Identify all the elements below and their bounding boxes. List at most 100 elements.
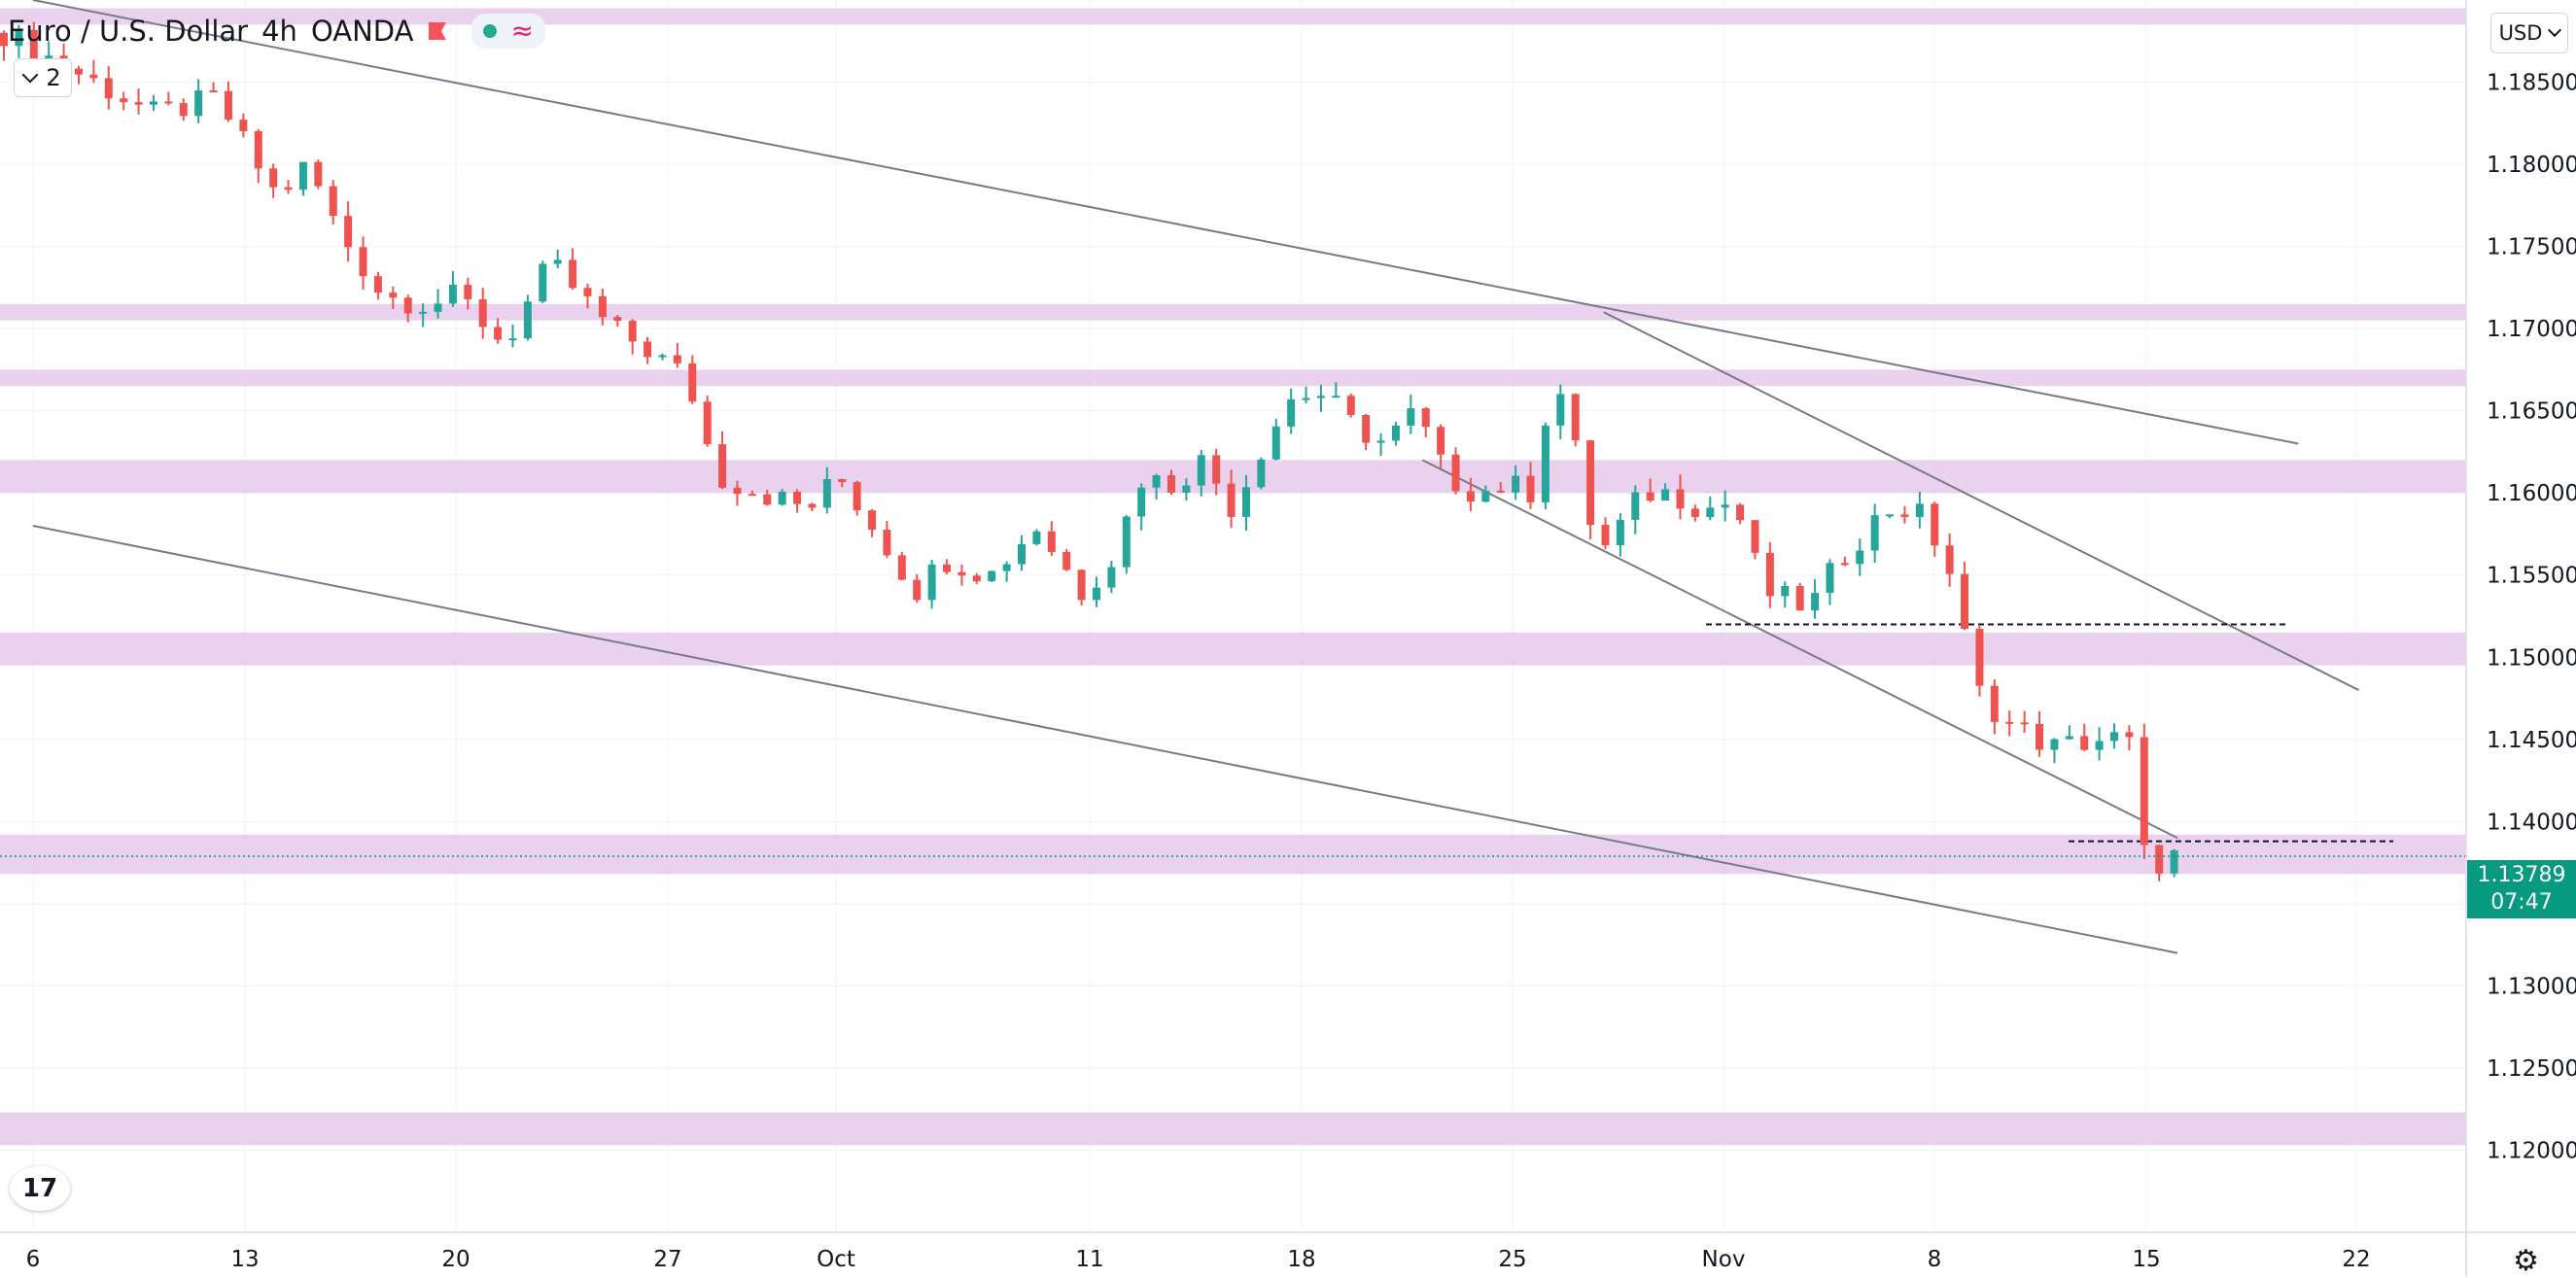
support-resistance-zone [0,369,2466,387]
candle-body [1437,427,1445,455]
interval-label[interactable]: 4h [261,15,297,48]
candle-body [1795,585,1804,611]
settings-gear-icon[interactable]: ⚙ [2513,1244,2539,1278]
candle-body [1376,440,1385,443]
candle-body [1840,563,1849,566]
candle-body [1631,492,1640,520]
currency-selector[interactable]: USD [2490,13,2568,53]
candle-body [1915,503,1924,517]
support-resistance-zone [0,834,2466,875]
candle-body [1765,552,1774,597]
candle-body [494,327,503,340]
candle-body [1811,593,1820,611]
candle-body [1601,524,1610,546]
candle-body [209,90,218,93]
candle-body [822,479,831,508]
currency-label: USD [2498,21,2543,45]
candle-body [1241,487,1250,517]
candle-body [853,482,861,511]
candle-body [2005,721,2014,724]
candle-body [1287,398,1296,427]
x-tick-label: Nov [1702,1247,1746,1272]
last-price-tag: 1.13789 07:47 [2467,860,2576,918]
exchange-label: OANDA [310,15,414,48]
candle-body [194,90,203,117]
candle-body [89,74,98,79]
x-tick-label: 6 [26,1247,41,1272]
candle-body [1721,504,1729,508]
candle-body [1451,454,1460,492]
support-resistance-zone [0,8,2466,25]
candle-body [403,297,412,314]
x-tick-label: 27 [653,1247,681,1272]
y-tick-label: 1.12500 [2487,1056,2576,1082]
candle-body [703,401,712,445]
x-tick-label: 20 [441,1247,470,1272]
candle-body [389,293,398,298]
x-tick-label: 18 [1287,1247,1315,1272]
candle-body [598,295,607,318]
candle-body [149,101,157,105]
chevron-down-icon [2548,22,2562,38]
trendline [32,525,2178,954]
y-tick-label: 1.14500 [2487,728,2576,753]
candle-body [120,98,128,103]
candle-body [913,579,922,601]
candle-body [2140,737,2148,846]
candle-body [583,288,592,296]
candle-body [1826,563,1834,594]
candle-body [1526,475,1535,502]
candle-body [688,363,697,402]
candle-body [1197,455,1205,486]
candle-body [1870,515,1879,551]
candle-body [1302,397,1310,400]
candle-body [1661,489,1670,501]
candle-body [1271,426,1280,460]
candle-body [1900,514,1909,517]
candle-body [134,102,143,105]
tradingview-logo-icon[interactable]: 17 [10,1166,70,1211]
candle-body [1975,629,1984,686]
symbol-name[interactable]: Euro / U.S. Dollar [8,15,249,48]
candle-body [1227,483,1236,517]
candle-body [897,555,906,580]
candle-body [1990,685,1999,722]
candle-body [434,303,442,312]
support-resistance-zone [0,303,2466,321]
candle-body [523,301,532,339]
candle-body [1512,475,1520,493]
candle-body [239,120,248,132]
candle-body [1481,490,1490,502]
candle-body [1018,543,1027,565]
candle-body [868,510,877,531]
x-tick-label: 8 [1928,1247,1942,1272]
candle-body [373,276,382,294]
candle-body [927,564,936,601]
y-tick-label: 1.15500 [2487,564,2576,589]
candle-body [763,494,772,505]
candle-body [1002,564,1011,571]
x-tick-label: 15 [2132,1247,2160,1272]
x-tick-label: 22 [2342,1247,2370,1272]
candle-body [15,29,23,47]
indicators-collapse-button[interactable]: 2 [14,58,72,97]
candle-body [658,355,667,358]
market-open-dot-icon [483,24,498,38]
x-tick-label: Oct [817,1247,855,1272]
x-tick-label: 25 [1498,1247,1526,1272]
candle-body [539,263,547,302]
wave-icon: ≈ [510,15,534,47]
candle-body [1571,394,1580,441]
candle-body [1945,545,1954,574]
candle-body [1886,514,1895,517]
candle-body [613,317,622,322]
flag-icon[interactable] [427,20,448,42]
candle-body [478,298,487,328]
candle-body [1856,550,1864,565]
candle-body [1166,475,1175,493]
trendline [32,0,2299,445]
candle-body [298,161,307,190]
candle-body [957,571,966,576]
market-status-pill[interactable]: ≈ [471,14,545,49]
